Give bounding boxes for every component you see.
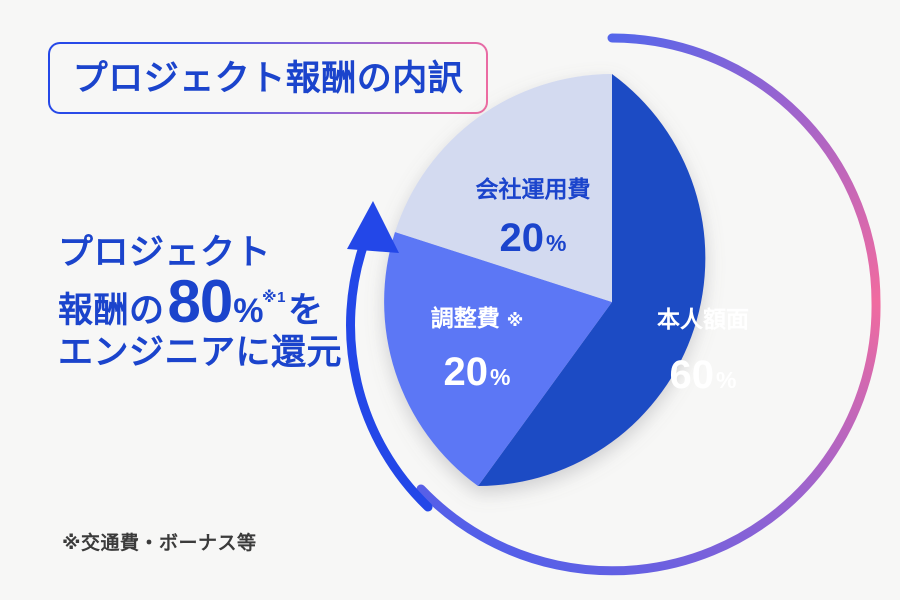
eighty-percent-arrow (346, 201, 433, 512)
lead-line-3: エンジニアに還元 (58, 332, 343, 372)
page-title: プロジェクト報酬の内訳 (72, 58, 464, 98)
pie-slice-kaisha-unyouhi[interactable] (395, 74, 612, 302)
label-honnin-gakumen-title: 本人額面 (657, 306, 749, 332)
lead-copy: プロジェクト 報酬の 80% ※1 を エンジニアに還元 (58, 232, 358, 373)
outer-gradient-arc (416, 33, 881, 576)
lead-line-1: プロジェクト (58, 233, 272, 272)
label-honnin-gakumen-value-group: 60% (670, 353, 737, 397)
label-kaisha-unyouhi: 会社運用費 20% (476, 176, 591, 260)
lead-percent-sign: % (233, 292, 264, 331)
lead-footnote-marker: ※1 (262, 289, 286, 307)
label-kaisha-unyouhi-value-group: 20% (500, 216, 567, 260)
title-badge-inner: プロジェクト報酬の内訳 (50, 44, 486, 112)
label-chouseihi: 調整費 ※ 20% (431, 305, 524, 394)
label-chouseihi-value: 20 (444, 350, 489, 394)
lead-prefix: 報酬の (58, 291, 165, 331)
label-chouseihi-title: 調整費 (431, 305, 500, 331)
title-badge: プロジェクト報酬の内訳 (48, 42, 488, 114)
label-honnin-gakumen-value: 60 (670, 353, 715, 397)
label-chouseihi-pct: % (490, 364, 510, 390)
pie-slice-chouseihi[interactable] (384, 232, 612, 486)
label-chouseihi-title-group: 調整費 ※ (431, 305, 524, 331)
lead-line-2: 報酬の 80% ※1 を (58, 268, 358, 336)
label-honnin-gakumen-pct: % (716, 367, 736, 393)
label-chouseihi-value-group: 20% (444, 350, 511, 394)
pie-slices-group (384, 74, 706, 486)
pie-slice-honnin-gakumen[interactable] (478, 74, 706, 486)
label-honnin-gakumen: 本人額面 60% (657, 306, 749, 397)
arrow-head-icon (347, 201, 399, 253)
label-kaisha-unyouhi-pct: % (546, 230, 566, 256)
lead-suffix: を (287, 291, 324, 331)
lead-big-number: 80 (167, 268, 234, 336)
label-kaisha-unyouhi-title: 会社運用費 (476, 176, 591, 202)
label-kaisha-unyouhi-value: 20 (500, 216, 545, 260)
label-chouseihi-footnote-marker: ※ (507, 311, 524, 330)
footnote-text: ※交通費・ボーナス等 (62, 533, 257, 554)
